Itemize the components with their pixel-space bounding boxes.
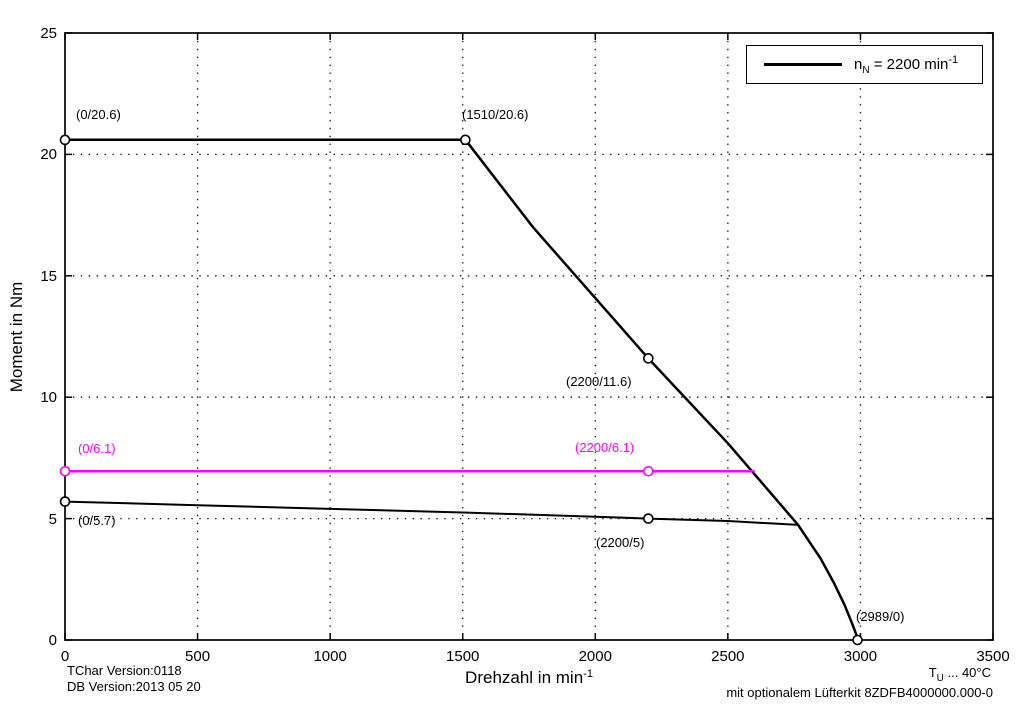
db-version-text: DB Version:2013 05 20 xyxy=(67,679,201,694)
legend-exponent: -1 xyxy=(948,53,959,66)
continuous-torque-curve xyxy=(64,500,800,526)
peak-torque-limit-marker xyxy=(59,134,71,146)
data-point-annotation: (2200/11.6) xyxy=(566,374,632,389)
peak-torque-limit-marker xyxy=(643,353,654,364)
x-axis-title-text: Drehzahl in min xyxy=(465,668,584,687)
legend-symbol: n xyxy=(854,55,863,73)
data-point-annotation: (0/5.7) xyxy=(78,513,116,528)
x-tick-label: 1500 xyxy=(446,648,480,665)
y-axis-title: Moment in Nm xyxy=(7,277,26,397)
x-tick-label: 2000 xyxy=(578,648,612,665)
continuous-torque-marker xyxy=(59,496,71,507)
x-axis-title: Drehzahl in min-1 xyxy=(444,668,614,688)
y-tick-label: 0 xyxy=(48,632,57,649)
legend-value: = 2200 min xyxy=(869,55,949,73)
continuous-torque-with-fan-kit-marker xyxy=(643,465,654,477)
x-tick-label: 3000 xyxy=(843,648,878,665)
continuous-torque-with-fan-kit-marker xyxy=(59,465,71,477)
data-point-annotation: (0/20.6) xyxy=(76,107,121,122)
y-axis-title-text: Moment in Nm xyxy=(7,281,26,393)
data-point-annotation: (2200/5) xyxy=(596,535,645,550)
temperature-symbol-subscript: U xyxy=(936,673,944,684)
temperature-symbol: T xyxy=(928,665,937,680)
x-tick-label: 0 xyxy=(60,648,70,665)
data-point-annotation: (0/6.1) xyxy=(78,441,116,456)
temperature-value: ... 40°C xyxy=(943,665,992,680)
ambient-temperature-note: TU ... 40°C xyxy=(929,665,991,684)
y-tick-label: 15 xyxy=(40,267,57,285)
peak-torque-limit-curve xyxy=(63,138,859,642)
continuous-torque-marker xyxy=(643,513,654,524)
x-tick-label: 2500 xyxy=(711,648,745,665)
tchar-version-text: TChar Version:0118 xyxy=(67,663,182,678)
x-tick-label: 1000 xyxy=(313,648,347,665)
legend-symbol-subscript: N xyxy=(862,64,870,76)
legend-box: nN = 2200 min-1 xyxy=(746,45,983,84)
x-tick-label: 3500 xyxy=(976,648,1010,665)
y-tick-label: 20 xyxy=(40,146,57,164)
version-info: TChar Version:0118 DB Version:2013 05 20 xyxy=(67,663,201,695)
x-axis-title-exponent: -1 xyxy=(583,668,593,680)
data-point-annotation: (2200/6.1) xyxy=(575,440,635,455)
peak-torque-limit-marker xyxy=(460,134,471,146)
y-tick-label: 10 xyxy=(40,389,57,407)
plot-border xyxy=(64,32,994,641)
data-point-annotation: (1510/20.6) xyxy=(462,107,529,122)
data-point-annotation: (2989/0) xyxy=(856,609,905,624)
legend-entry-label: nN = 2200 min-1 xyxy=(854,54,958,76)
x-tick-label: 500 xyxy=(185,648,211,665)
peak-torque-limit-marker xyxy=(852,634,863,646)
y-tick-label: 25 xyxy=(40,25,57,42)
fan-kit-note: mit optionalem Lüfterkit 8ZDFB4000000.00… xyxy=(726,685,993,700)
y-tick-label: 5 xyxy=(48,510,57,528)
legend-line-sample xyxy=(764,63,842,66)
